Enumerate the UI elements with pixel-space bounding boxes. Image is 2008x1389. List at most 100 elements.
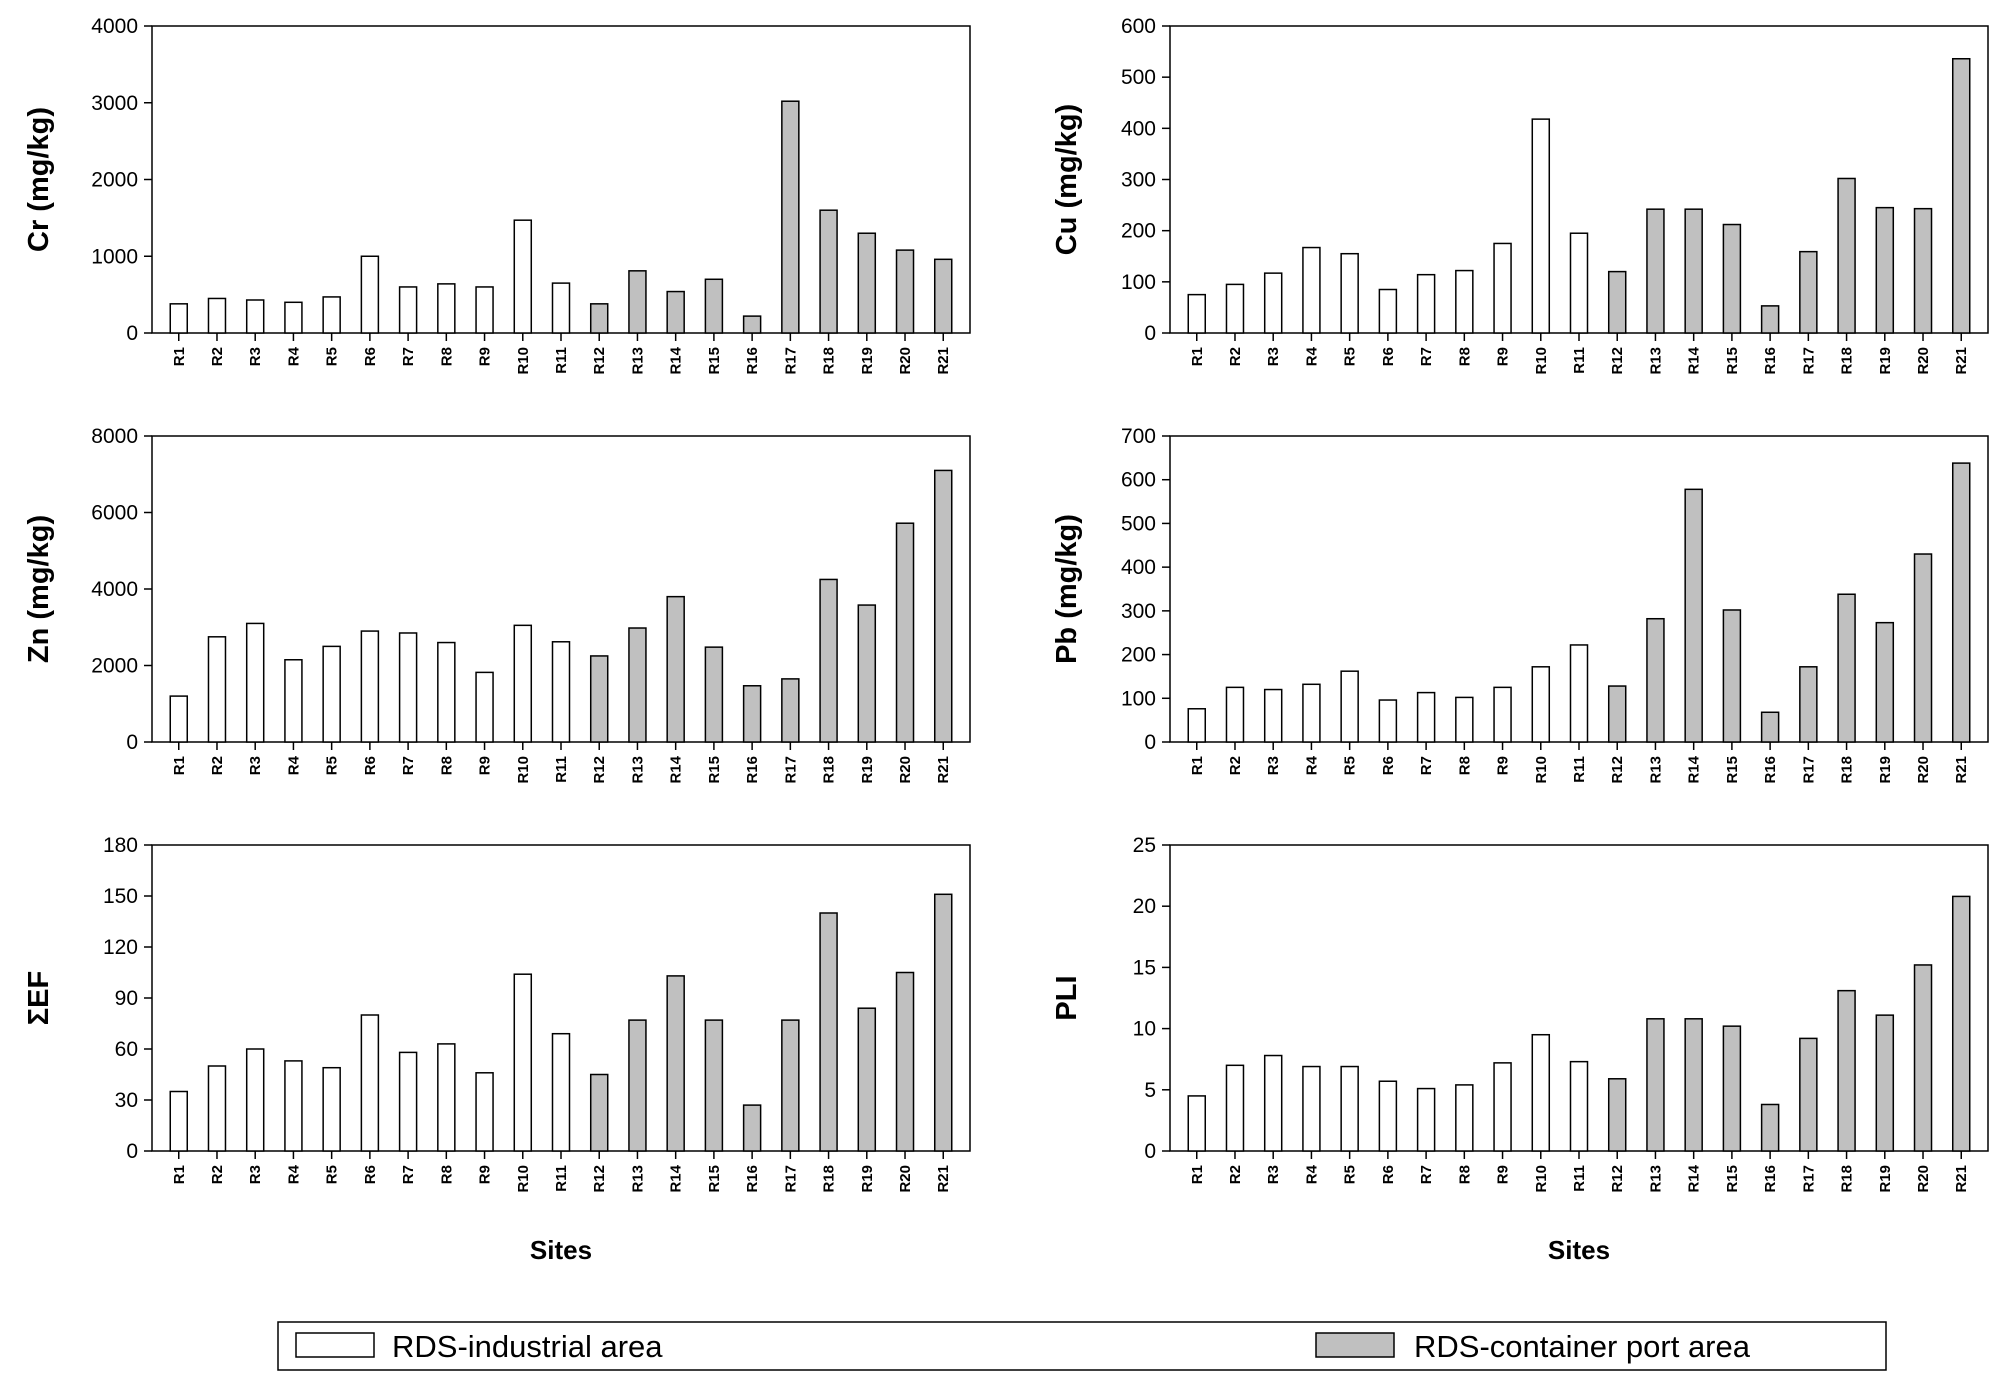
bar-R6 <box>360 255 380 334</box>
bar-R12 <box>1607 685 1627 743</box>
x-tick-label: R18 <box>1839 347 1856 375</box>
bar-R18 <box>819 209 838 334</box>
legend-swatch-port <box>1315 1332 1395 1358</box>
bar-R15 <box>1722 1025 1742 1152</box>
x-tick-label: R10 <box>515 347 532 375</box>
x-tick-label: R7 <box>1418 1165 1435 1184</box>
x-tick-label: R21 <box>935 347 952 375</box>
bar-R10 <box>1531 118 1551 334</box>
x-tick-label: R7 <box>1418 756 1435 775</box>
x-tick-label: R10 <box>1533 347 1550 375</box>
bar-R19 <box>1875 206 1895 334</box>
y-tick-label: 0 <box>1144 322 1156 345</box>
x-tick-label: R16 <box>744 1165 761 1193</box>
bar-R2 <box>1225 1064 1245 1152</box>
y-tick-label: 500 <box>1121 66 1156 89</box>
y-tick-label: 100 <box>1121 271 1156 294</box>
bar-R14 <box>1684 1018 1703 1152</box>
legend-label-port: RDS-container port area <box>1414 1329 1751 1364</box>
x-tick-label: R1 <box>171 347 188 366</box>
x-tick-label: R9 <box>1495 1165 1512 1184</box>
x-tick-label: R7 <box>1418 347 1435 366</box>
legend-box <box>277 1321 1887 1371</box>
x-tick-label: R19 <box>859 1165 876 1193</box>
legend-label-industrial: RDS-industrial area <box>392 1329 663 1364</box>
chart-panel-4: 0 100 200 300 400 500 600 700 Pb (mg/kg) R1 R2 R3 R4… <box>1051 425 1989 784</box>
y-tick-label: 100 <box>1121 687 1156 710</box>
x-tick-label: R5 <box>1342 1165 1359 1184</box>
bar-R10 <box>513 973 533 1152</box>
x-tick-label: R4 <box>285 346 302 366</box>
x-tick-label: R8 <box>1456 1165 1473 1184</box>
x-tick-label: R21 <box>1953 1165 1970 1193</box>
bar-R4 <box>284 301 303 334</box>
y-tick-label: 600 <box>1121 469 1156 492</box>
x-axis-label: Sites <box>530 1235 592 1265</box>
bar-R5 <box>1340 252 1359 334</box>
bar-R9 <box>475 671 494 743</box>
bar-R15 <box>1722 609 1742 743</box>
y-tick-label: 5 <box>1144 1079 1156 1102</box>
x-tick-label: R9 <box>1495 347 1512 366</box>
x-tick-label: R8 <box>1456 347 1473 366</box>
bar-R14 <box>1684 208 1703 334</box>
bar-R9 <box>1493 242 1512 334</box>
x-tick-label: R11 <box>1571 1165 1588 1192</box>
x-tick-label: R13 <box>1647 347 1664 375</box>
bar-R5 <box>322 1066 341 1152</box>
x-tick-label: R8 <box>1456 756 1473 775</box>
bar-R8 <box>437 283 456 334</box>
bar-R16 <box>1760 305 1780 334</box>
x-tick-label: R16 <box>1762 756 1779 784</box>
x-tick-label: R1 <box>1189 756 1206 775</box>
y-tick-label: 150 <box>103 885 138 908</box>
bar-R10 <box>1531 1033 1551 1152</box>
x-tick-label: R18 <box>821 1165 838 1193</box>
bar-R17 <box>781 1019 800 1152</box>
y-tick-label: 90 <box>115 987 138 1010</box>
bar-R20 <box>1913 207 1933 334</box>
x-tick-label: R5 <box>1342 347 1359 366</box>
x-tick-label: R2 <box>1227 1165 1244 1184</box>
bar-R8 <box>1455 696 1474 743</box>
bar-R18 <box>1837 177 1856 334</box>
y-tick-label: 8000 <box>91 425 138 448</box>
x-tick-label: R5 <box>324 1165 341 1184</box>
x-tick-label: R12 <box>1609 1165 1626 1193</box>
x-tick-label: R14 <box>668 346 685 374</box>
bar-R12 <box>589 655 609 743</box>
x-tick-label: R19 <box>859 756 876 784</box>
x-tick-label: R21 <box>935 756 952 784</box>
x-tick-label: R6 <box>1380 1165 1397 1184</box>
bar-R7 <box>1416 1087 1436 1152</box>
bar-R2 <box>207 297 227 334</box>
bar-R15 <box>704 646 724 743</box>
bar-R20 <box>895 971 915 1152</box>
y-axis-label: ΣEF <box>23 971 55 1025</box>
bar-R11 <box>551 641 571 743</box>
x-tick-label: R11 <box>553 1165 570 1192</box>
y-axis-label: Pb (mg/kg) <box>1051 514 1083 664</box>
x-tick-label: R8 <box>438 347 455 366</box>
y-tick-label: 200 <box>1121 644 1156 667</box>
bar-R5 <box>322 645 341 743</box>
y-tick-label: 20 <box>1133 895 1156 918</box>
x-tick-label: R18 <box>821 347 838 375</box>
y-axis-label: PLI <box>1051 975 1083 1020</box>
bar-R4 <box>284 659 303 743</box>
x-tick-label: R2 <box>1227 347 1244 366</box>
bar-R2 <box>1225 686 1245 743</box>
x-tick-label: R12 <box>1609 347 1626 375</box>
x-tick-label: R19 <box>859 347 876 375</box>
bar-R11 <box>551 1032 571 1152</box>
bar-R6 <box>1378 699 1398 743</box>
y-tick-label: 400 <box>1121 556 1156 579</box>
x-tick-label: R12 <box>591 756 608 784</box>
x-tick-label: R14 <box>668 1164 685 1192</box>
y-tick-label: 400 <box>1121 117 1156 140</box>
bar-R10 <box>513 219 533 334</box>
bar-R8 <box>1455 269 1474 334</box>
x-tick-label: R2 <box>209 756 226 775</box>
y-tick-label: 200 <box>1121 220 1156 243</box>
x-tick-label: R21 <box>1953 347 1970 375</box>
